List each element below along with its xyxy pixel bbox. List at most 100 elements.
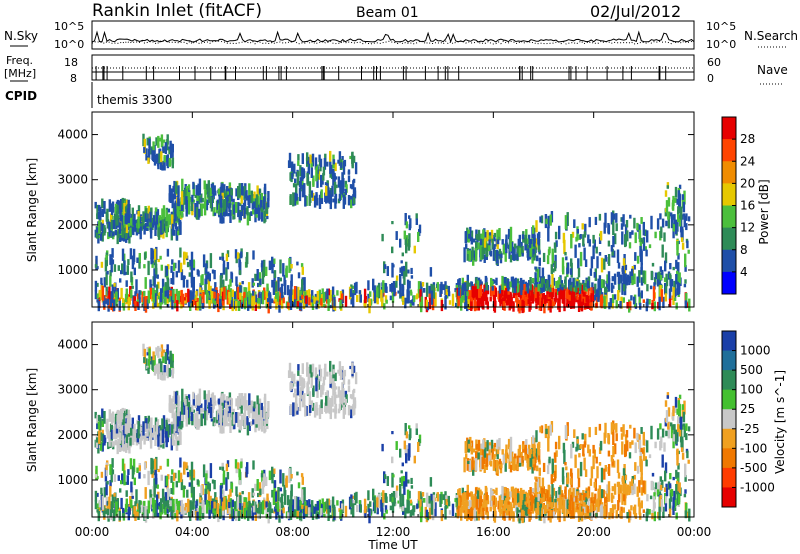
- power-cell: [121, 248, 125, 261]
- power-cell: [418, 290, 421, 298]
- power-cell: [447, 291, 451, 297]
- power-cell: [538, 284, 542, 296]
- power-cell: [96, 227, 99, 233]
- velocity-cell: [140, 427, 144, 431]
- nsky-right-tick-bottom: 10^0: [706, 38, 736, 51]
- power-cell: [192, 283, 195, 293]
- velocity-cell: [299, 375, 302, 387]
- power-cell: [550, 264, 553, 275]
- power-cell: [380, 289, 383, 302]
- velocity-cell: [171, 424, 174, 439]
- velocity-cell: [156, 512, 160, 517]
- power-cell: [157, 258, 160, 263]
- power-cell: [167, 146, 170, 150]
- power-cell: [160, 151, 163, 166]
- power-cell: [538, 266, 541, 278]
- power-cell: [530, 291, 533, 302]
- power-cell: [457, 279, 460, 288]
- power-cell: [166, 248, 170, 257]
- velocity-cell: [313, 405, 317, 418]
- velocity-cell: [121, 416, 125, 425]
- power-cell: [549, 214, 552, 226]
- power-cell: [687, 249, 690, 254]
- power-cell: [173, 262, 176, 271]
- velocity-cell: [161, 488, 165, 503]
- power-cell: [480, 281, 483, 285]
- velocity-cell: [352, 407, 356, 414]
- power-cell: [211, 186, 215, 195]
- velocity-cell: [389, 494, 392, 502]
- velocity-cell: [265, 505, 268, 516]
- power-cell: [159, 137, 162, 142]
- power-cell: [384, 283, 388, 289]
- power-cell: [335, 184, 338, 189]
- freq-panel: Freq. [MHz] CPID 18 8 60 0 Nave themis 3…: [4, 54, 788, 108]
- power-cell: [493, 232, 497, 238]
- nsky-tick-bottom: 10^0: [54, 38, 84, 51]
- velocity-cell: [293, 373, 296, 384]
- velocity-cell: [595, 513, 598, 517]
- velocity-cell: [401, 504, 405, 511]
- power-cell: [466, 227, 469, 243]
- velocity-cell: [347, 385, 351, 393]
- velocity-cell: [326, 393, 329, 399]
- power-cell: [652, 286, 656, 301]
- velocity-cell: [96, 437, 99, 443]
- power-cell: [498, 248, 502, 255]
- power-cell: [155, 137, 158, 146]
- power-cell: [164, 217, 168, 228]
- velocity-cell: [468, 460, 472, 471]
- velocity-cell: [101, 421, 104, 427]
- power-cell: [150, 257, 153, 265]
- velocity-cell: [475, 451, 478, 465]
- power-cell: [634, 232, 637, 244]
- velocity-cell: [152, 351, 155, 361]
- velocity-cell: [197, 405, 201, 415]
- power-cell: [106, 298, 110, 306]
- power-cell: [644, 246, 647, 251]
- velocity-cell: [505, 497, 508, 509]
- velocity-cell: [94, 490, 98, 502]
- power-cell: [318, 289, 321, 305]
- power-cell: [166, 277, 169, 291]
- power-cell: [650, 215, 653, 230]
- velocity-cell: [500, 498, 504, 509]
- power-cell: [307, 163, 310, 175]
- power-cell: [225, 253, 229, 262]
- velocity-cell: [158, 505, 161, 510]
- power-cell: [672, 266, 675, 271]
- power-cell: [508, 244, 511, 249]
- power-cell: [625, 280, 629, 286]
- power-cell: [561, 283, 564, 289]
- power-cell: [410, 300, 413, 304]
- power-cell: [97, 294, 100, 304]
- power-cell: [284, 280, 287, 295]
- velocity-cell: [600, 489, 604, 499]
- velocity-cell: [301, 363, 304, 374]
- power-cell: [121, 303, 125, 308]
- velocity-cell: [223, 400, 226, 408]
- power-cell: [626, 230, 629, 242]
- power-cell: [477, 242, 480, 250]
- station-title: Rankin Inlet (fitACF): [92, 1, 262, 21]
- power-cell: [508, 247, 511, 259]
- power-cell: [486, 290, 490, 295]
- velocity-cell: [96, 503, 100, 509]
- power-cell: [409, 289, 413, 294]
- power-cell: [329, 161, 332, 174]
- power-cell: [239, 202, 242, 206]
- power-cell: [220, 215, 224, 224]
- velocity-cell: [111, 494, 114, 505]
- power-cell: [96, 293, 100, 299]
- power-cell: [547, 215, 550, 229]
- power-cell: [425, 282, 429, 297]
- velocity-cell: [512, 511, 515, 522]
- velocity-cell: [582, 508, 585, 514]
- power-cell: [273, 258, 276, 264]
- power-cell: [219, 275, 223, 289]
- power-cell: [126, 208, 130, 222]
- velocity-cell: [493, 490, 497, 494]
- velocity-cell: [367, 503, 370, 513]
- velocity-cell: [161, 351, 164, 356]
- power-cell: [343, 159, 347, 167]
